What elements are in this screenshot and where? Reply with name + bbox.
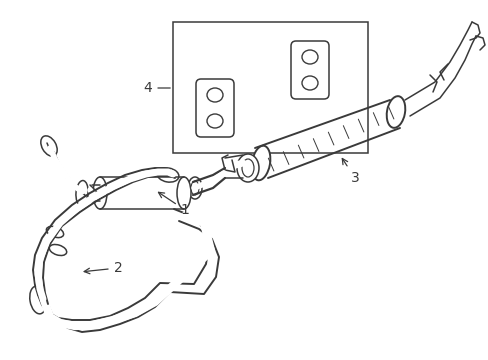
Ellipse shape bbox=[30, 286, 46, 314]
Ellipse shape bbox=[157, 168, 179, 182]
Text: 2: 2 bbox=[84, 261, 122, 275]
Bar bbox=[173, 22, 367, 153]
Ellipse shape bbox=[251, 146, 270, 180]
Ellipse shape bbox=[76, 180, 88, 206]
Text: 3: 3 bbox=[342, 158, 359, 185]
Ellipse shape bbox=[187, 177, 202, 199]
Text: 1: 1 bbox=[158, 192, 189, 217]
Ellipse shape bbox=[177, 177, 191, 209]
Ellipse shape bbox=[237, 154, 259, 182]
Ellipse shape bbox=[41, 136, 57, 156]
Ellipse shape bbox=[386, 96, 405, 128]
Text: 4: 4 bbox=[143, 81, 170, 95]
Ellipse shape bbox=[93, 177, 107, 209]
